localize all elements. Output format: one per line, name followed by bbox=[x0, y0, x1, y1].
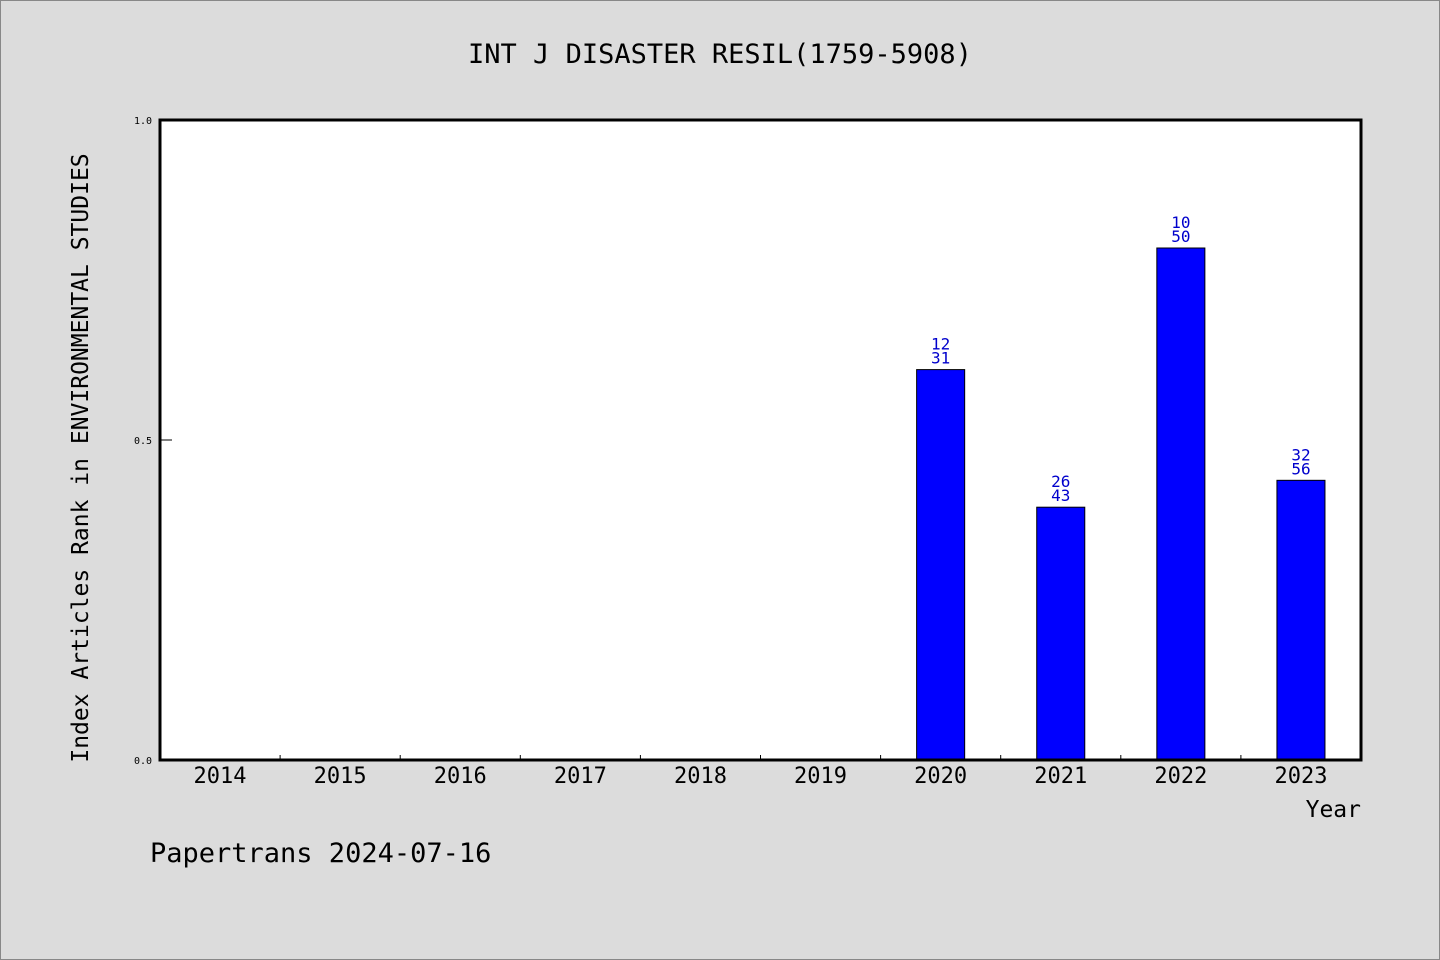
bar-label-rank: 10 bbox=[1171, 213, 1190, 232]
bar-label-total: 56 bbox=[1291, 459, 1310, 478]
footer-date: Papertrans 2024-07-16 bbox=[150, 838, 491, 869]
bar-label-rank: 12 bbox=[931, 335, 950, 354]
y-tick-label: 0.5 bbox=[134, 436, 152, 447]
x-tick-label: 2017 bbox=[554, 764, 607, 789]
y-tick-label: 0.0 bbox=[134, 756, 152, 767]
x-tick-label: 2023 bbox=[1274, 764, 1327, 789]
x-tick-label: 2014 bbox=[194, 764, 247, 789]
x-tick-label: 2016 bbox=[434, 764, 487, 789]
bar-2022 bbox=[1156, 247, 1206, 761]
bar-2023 bbox=[1276, 479, 1326, 761]
chart-title: INT J DISASTER RESIL(1759-5908) bbox=[468, 39, 972, 70]
x-tick-label: 2019 bbox=[794, 764, 847, 789]
x-axis-ticks: 2014 2015 2016 2017 2018 2019 2020 2021 2022 2023 bbox=[194, 755, 1327, 789]
bar-label-rank: 32 bbox=[1291, 445, 1310, 464]
bars bbox=[916, 247, 1326, 761]
bar-2020 bbox=[916, 369, 966, 761]
x-tick-label: 2018 bbox=[674, 764, 727, 789]
x-tick-label: 2022 bbox=[1154, 764, 1207, 789]
bar-label-total: 31 bbox=[931, 349, 950, 368]
x-tick-label: 2021 bbox=[1034, 764, 1087, 789]
x-tick-label: 2020 bbox=[914, 764, 967, 789]
y-tick-label: 1.0 bbox=[134, 116, 152, 127]
x-axis-label: Year bbox=[1306, 797, 1361, 823]
bar-label-total: 50 bbox=[1171, 227, 1190, 246]
bar-2021 bbox=[1036, 506, 1086, 761]
bar-label-total: 43 bbox=[1051, 486, 1070, 505]
plot-border bbox=[158, 118, 1363, 762]
bar-label-rank: 26 bbox=[1051, 472, 1070, 491]
y-axis-label: Index Articles Rank in ENVIRONMENTAL STU… bbox=[68, 153, 94, 762]
x-tick-label: 2015 bbox=[314, 764, 367, 789]
